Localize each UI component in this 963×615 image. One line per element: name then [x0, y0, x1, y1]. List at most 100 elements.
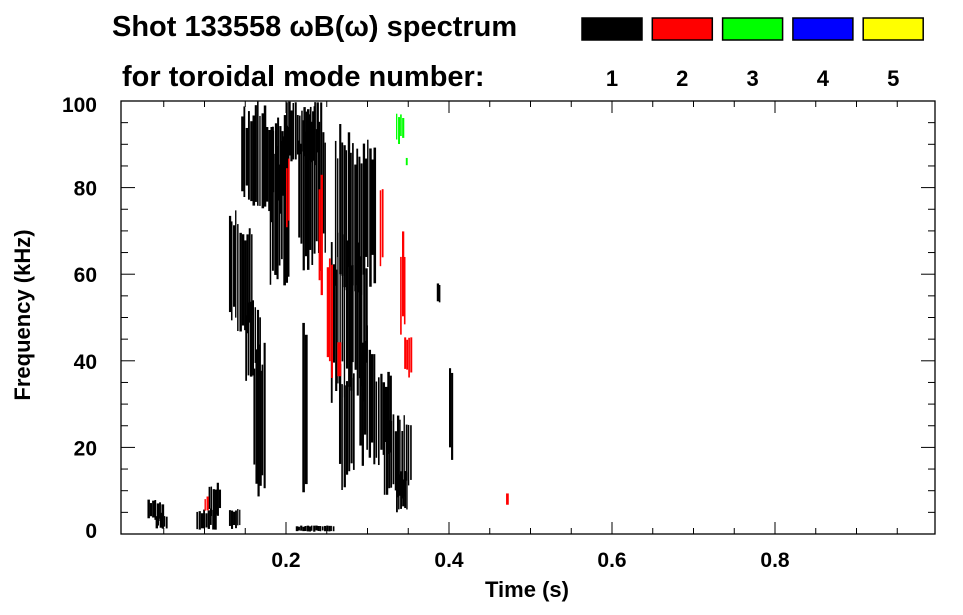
spectral-streak: [245, 315, 248, 381]
spectral-streak: [313, 106, 316, 254]
spectral-streak: [257, 344, 260, 497]
spectral-streak: [349, 152, 352, 286]
spectral-streak: [241, 116, 244, 192]
spectral-streak: [233, 225, 236, 307]
spectral-streak: [156, 503, 160, 521]
spectral-streak: [271, 126, 274, 271]
spectral-streak: [235, 510, 237, 529]
spectral-streak: [382, 382, 386, 455]
spectral-streak: [157, 515, 160, 526]
spectral-streak: [377, 377, 380, 466]
spectral-streak: [396, 113, 398, 140]
spectral-streak: [259, 115, 261, 206]
spectral-streak: [207, 510, 210, 529]
spectral-streak: [159, 512, 163, 528]
spectral-streak: [380, 373, 383, 450]
y-tick-label: 100: [62, 94, 97, 117]
spectral-streak: [317, 121, 321, 253]
spectral-streak: [406, 472, 408, 510]
legend-swatch-mode-3: [721, 17, 784, 41]
spectral-streak: [308, 526, 312, 532]
spectral-patch-mode-1: [245, 300, 261, 381]
spectral-streak: [387, 371, 390, 455]
spectral-streak: [304, 526, 307, 532]
spectral-streak: [334, 140, 337, 286]
spectral-streak: [396, 415, 400, 498]
spectral-streak: [410, 425, 412, 480]
spectral-streak: [436, 283, 440, 302]
spectral-streak: [307, 109, 310, 270]
spectral-streak: [400, 471, 402, 509]
legend-swatch-mode-4: [792, 17, 854, 41]
spectral-streak: [370, 354, 374, 443]
spectral-streak: [295, 526, 299, 532]
spectral-patch-mode-1: [338, 363, 355, 490]
spectral-streak: [348, 384, 351, 472]
spectral-streak: [361, 342, 364, 466]
spectral-streak: [239, 232, 242, 332]
spectral-streak: [399, 419, 401, 496]
spectral-streak: [257, 101, 259, 206]
spectral-streak: [259, 370, 262, 486]
spectral-streak: [233, 511, 236, 526]
spectral-streak: [152, 500, 155, 518]
spectral-streak: [247, 302, 250, 376]
spectral-streak: [205, 513, 208, 528]
spectral-streak: [300, 143, 303, 244]
spectral-patch-mode-1: [449, 368, 454, 460]
spectral-streak: [296, 115, 299, 155]
chart-subtitle: for toroidal mode number:: [122, 61, 485, 93]
spectral-streak: [360, 163, 363, 295]
spectral-streak: [268, 129, 271, 212]
spectral-patch-mode-1: [228, 509, 241, 529]
spectral-streak: [159, 502, 161, 519]
spectral-streak: [362, 143, 366, 275]
spectral-streak: [312, 111, 315, 161]
spectral-streak: [371, 159, 374, 255]
y-tick-label: 20: [74, 437, 97, 460]
spectral-patch-mode-3: [405, 157, 408, 166]
spectral-streak: [301, 110, 303, 152]
spectral-streak: [392, 414, 395, 485]
spectral-streak: [379, 190, 382, 267]
spectral-streak: [341, 142, 344, 276]
spectral-streak: [389, 375, 392, 453]
spectral-streak: [406, 339, 409, 370]
spectral-streak: [366, 325, 368, 450]
spectral-streak: [214, 489, 218, 515]
spectral-streak: [309, 114, 312, 250]
legend-label-mode-2: 2: [676, 66, 688, 91]
spectral-streak: [286, 102, 288, 166]
spectral-streak: [230, 221, 233, 321]
spectral-streak: [326, 267, 330, 358]
spectral-streak: [317, 526, 320, 531]
spectral-patch-mode-2: [404, 337, 413, 378]
spectral-streak: [385, 424, 389, 495]
spectral-streak: [218, 489, 222, 509]
spectral-patch-mode-3: [396, 113, 405, 145]
spectral-streak: [405, 157, 408, 166]
spectral-streak: [228, 215, 232, 313]
spectral-streak: [252, 300, 255, 376]
spectral-streak: [244, 240, 247, 331]
x-tick-label: 0.6: [597, 549, 626, 572]
spectral-streak: [315, 129, 318, 242]
spectral-streak: [237, 509, 239, 526]
spectral-streak: [449, 368, 452, 448]
spectral-streak: [292, 103, 294, 160]
spectral-streak: [306, 525, 310, 532]
spectral-streak: [373, 354, 376, 465]
spectral-streak: [343, 145, 346, 288]
spectral-streak: [216, 482, 219, 516]
spectral-streak: [198, 511, 201, 530]
spectral-streak: [330, 525, 332, 532]
spectral-streak: [324, 142, 326, 253]
spectral-streak: [250, 121, 253, 202]
spectral-streak: [345, 381, 349, 475]
spectral-streak: [311, 121, 314, 265]
spectral-patch-mode-2: [318, 174, 323, 296]
spectral-streak: [343, 265, 346, 398]
spectral-streak: [269, 133, 272, 285]
spectral-streak: [255, 349, 258, 484]
